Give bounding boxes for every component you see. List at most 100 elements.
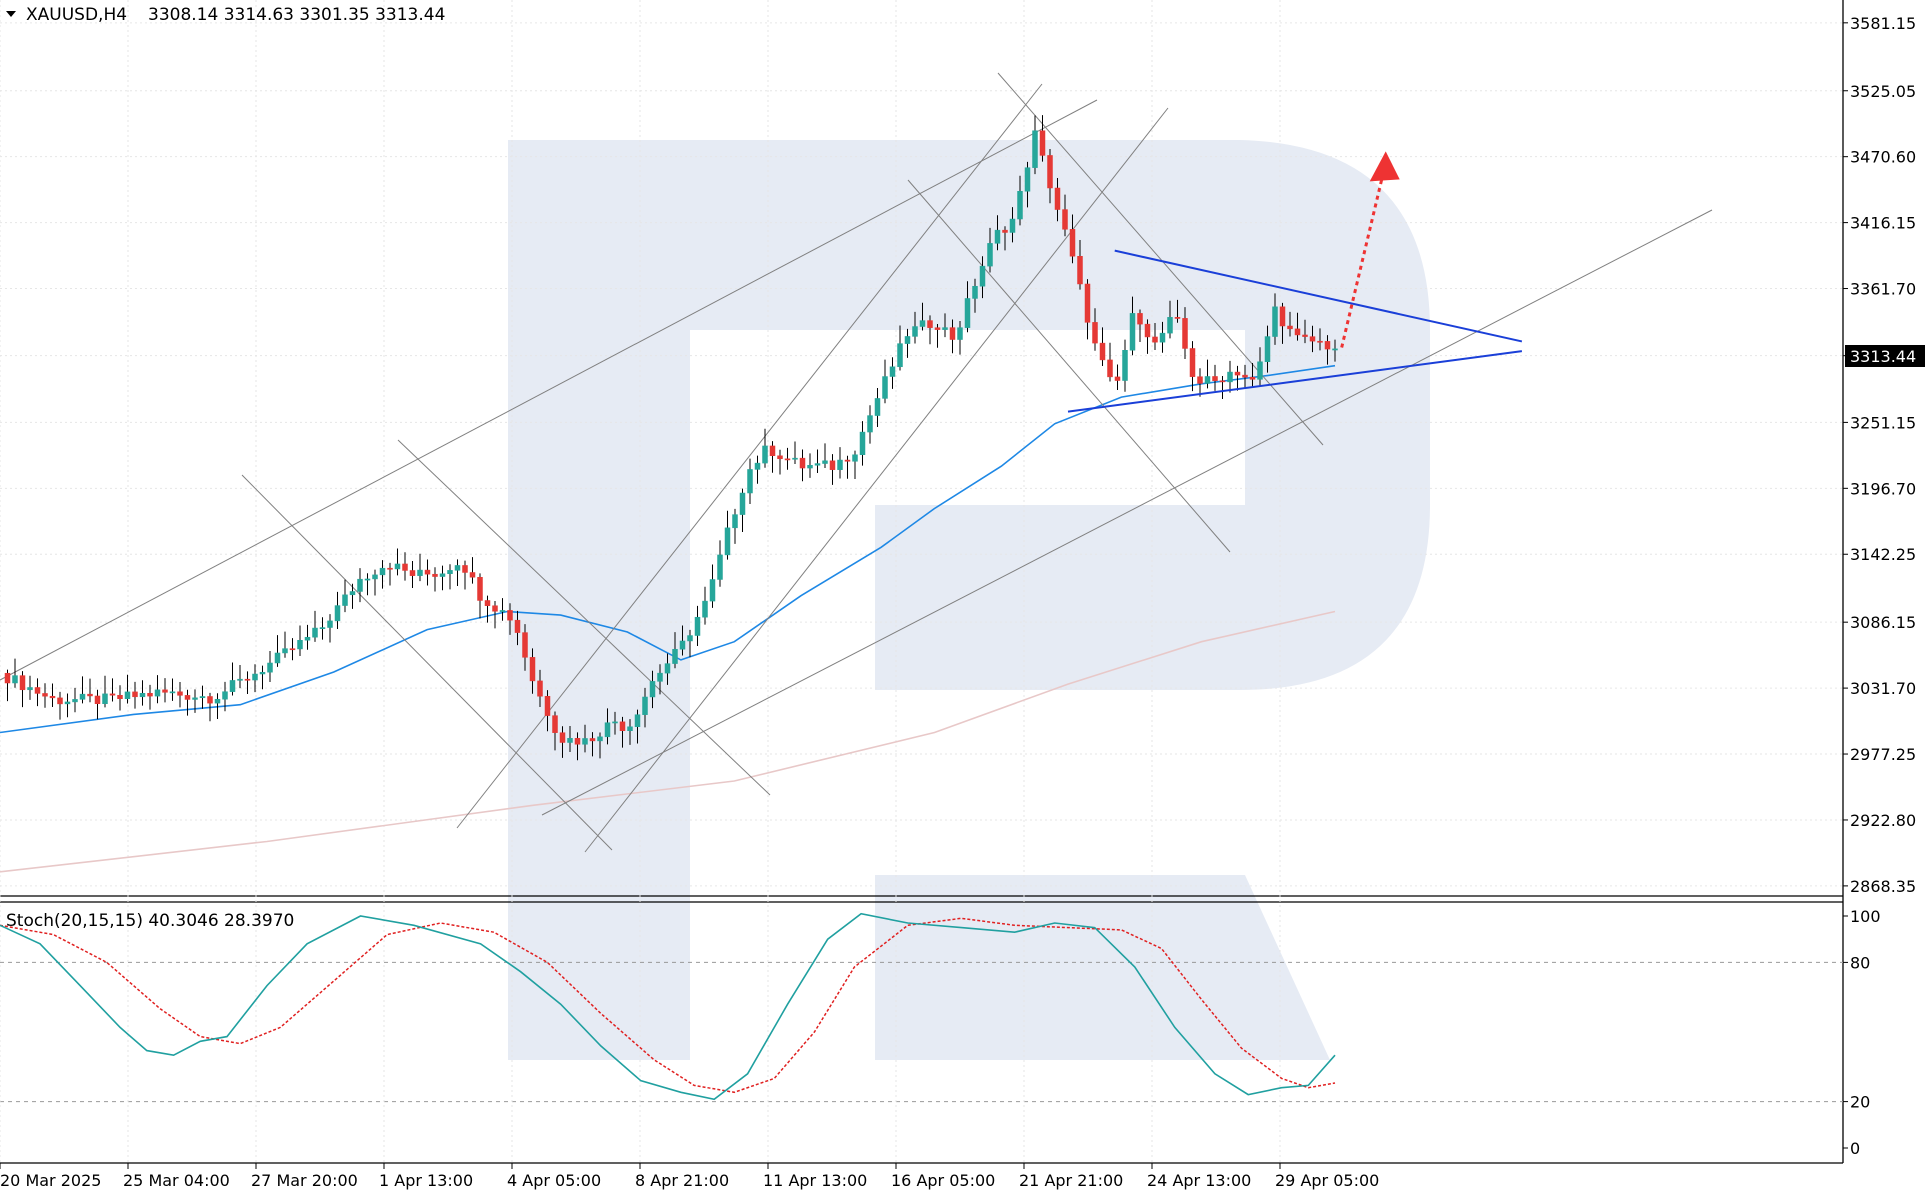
candle: [927, 315, 933, 345]
candle: [567, 726, 573, 753]
candle: [792, 441, 798, 465]
candle: [1219, 375, 1226, 399]
dropdown-triangle-icon[interactable]: [6, 11, 16, 17]
candle: [42, 683, 48, 708]
projection-arrow-head: [1369, 151, 1400, 182]
candle: [949, 319, 956, 354]
candle: [852, 450, 858, 480]
channel-line: [541, 209, 1713, 816]
price-tick-label: 3142.25: [1850, 545, 1916, 564]
candle: [829, 454, 836, 485]
candle: [1189, 341, 1196, 392]
candle: [942, 313, 948, 338]
price-tick-label: 2868.35: [1850, 877, 1916, 896]
candle: [882, 359, 888, 404]
candle: [1234, 365, 1241, 391]
candle: [402, 552, 408, 581]
candle: [79, 676, 86, 704]
candle: [1152, 322, 1158, 351]
candle: [357, 568, 363, 603]
candle: [919, 302, 926, 331]
time-axis[interactable]: 20 Mar 2025 25 Mar 04:00 27 Mar 20:00 1 Apr…: [0, 1163, 1379, 1190]
candle: [1092, 308, 1098, 351]
candle: [889, 357, 896, 389]
current-price-label: 3313.44: [1850, 347, 1916, 366]
candle: [687, 629, 693, 658]
candle: [582, 724, 588, 753]
candle: [1257, 347, 1263, 387]
candle: [499, 598, 506, 621]
candle: [957, 320, 963, 355]
candle: [64, 693, 71, 718]
candle: [1122, 339, 1128, 392]
candle: [132, 681, 138, 709]
candle: [979, 256, 986, 299]
candle: [169, 678, 176, 701]
candle: [874, 388, 881, 427]
candle: [102, 675, 108, 708]
candle: [514, 610, 521, 646]
candle: [274, 635, 281, 667]
candle: [439, 565, 446, 591]
candle: [507, 603, 513, 635]
candle: [304, 624, 311, 650]
candle: [259, 665, 266, 690]
symbol-label: XAUUSD,H4: [26, 5, 127, 25]
candle: [552, 711, 558, 751]
triangle-pattern[interactable]: [1067, 151, 1523, 413]
candle: [1002, 226, 1008, 251]
moving-averages: [0, 364, 1336, 873]
candle: [1032, 115, 1038, 175]
channel-line: [907, 179, 1231, 553]
candle: [477, 573, 483, 619]
candle: [807, 453, 813, 478]
ohlc-values: 3308.14 3314.63 3301.35 3313.44: [148, 5, 445, 25]
candle: [604, 708, 611, 745]
candle: [394, 548, 401, 576]
candle: [1332, 339, 1338, 362]
candle: [1204, 359, 1211, 389]
candle: [334, 591, 341, 629]
candle: [177, 682, 183, 708]
candle: [1227, 360, 1233, 393]
candle: [814, 449, 821, 474]
candle: [327, 614, 333, 643]
candle: [1107, 342, 1113, 382]
candle: [1137, 309, 1143, 343]
candle: [762, 428, 768, 468]
time-tick-label: 4 Apr 05:00: [507, 1171, 601, 1190]
channel-line: [456, 83, 1043, 829]
candle: [844, 455, 851, 479]
candle: [934, 324, 941, 348]
candle: [1249, 363, 1256, 387]
candle: [184, 689, 191, 716]
candle: [199, 685, 206, 709]
candle: [109, 678, 116, 702]
candle: [559, 726, 566, 758]
stoch-tick-label: 100: [1850, 907, 1881, 926]
candle: [432, 567, 438, 592]
stoch-label: Stoch(20,15,15) 40.3046 28.3970: [6, 911, 294, 931]
candle: [447, 564, 453, 590]
candle: [484, 595, 491, 623]
candle: [649, 670, 656, 709]
candle: [1017, 175, 1023, 226]
candle: [469, 557, 476, 584]
price-axis[interactable]: 3581.153525.053470.603416.153361.703306.…: [1843, 14, 1916, 1158]
candle: [117, 685, 123, 711]
candle: [379, 560, 386, 589]
time-tick-label: 24 Apr 13:00: [1147, 1171, 1251, 1190]
ma-fast-line: [0, 364, 1336, 734]
time-tick-label: 29 Apr 05:00: [1275, 1171, 1379, 1190]
candle: [1212, 364, 1218, 391]
candle: [1062, 194, 1068, 237]
candle: [424, 559, 431, 586]
candle: [244, 671, 251, 695]
candle: [1009, 207, 1016, 243]
candle: [612, 711, 618, 735]
candle: [754, 455, 761, 484]
candle: [492, 600, 498, 629]
candle: [529, 648, 536, 694]
candle: [297, 625, 303, 656]
